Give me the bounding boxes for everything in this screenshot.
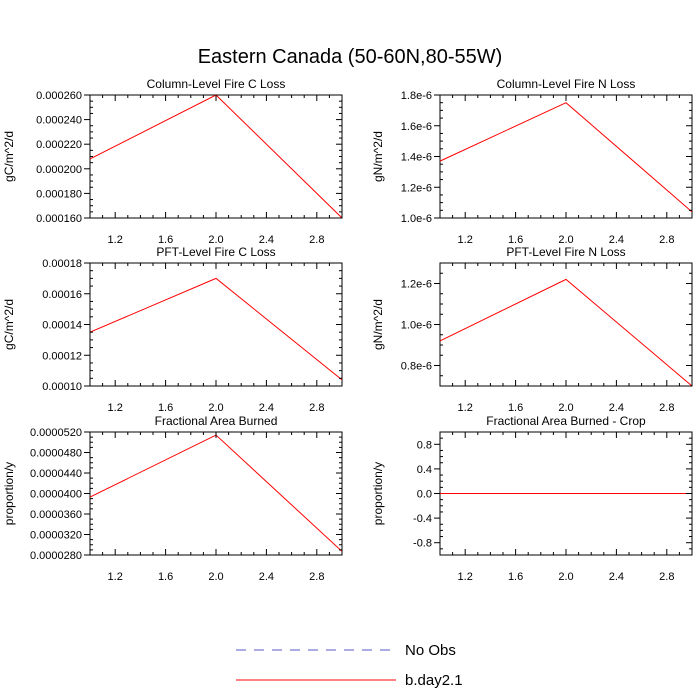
panel-title: Column-Level Fire N Loss (497, 77, 636, 91)
x-tick-label: 1.2 (458, 234, 473, 246)
chart-panel-5: Fractional Area Burned 1.2 1.6 2.0 2.4 2.8 0.0… (2, 414, 343, 583)
y-tick-label: 0.00018 (42, 258, 82, 270)
x-tick-label: 2.4 (259, 402, 274, 414)
y-tick-label: 0.0 (417, 489, 432, 501)
y-tick-label: 0.0000320 (30, 530, 82, 542)
x-tick-label: 2.8 (309, 234, 324, 246)
y-tick-label: 0.00016 (42, 289, 82, 301)
y-tick-label: 0.00010 (42, 381, 82, 393)
panel-title: Column-Level Fire C Loss (147, 77, 286, 91)
y-tick-label: 1.2e-6 (401, 182, 432, 194)
x-tick-label: 2.8 (659, 571, 674, 583)
series-line-1 (440, 278, 692, 386)
panel-title: PFT-Level Fire C Loss (156, 245, 275, 259)
x-tick-label: 2.8 (309, 571, 324, 583)
y-axis-label: gN/m^2/d (371, 131, 385, 182)
x-tick-label: 2.0 (558, 234, 573, 246)
y-tick-label: 1.8e-6 (401, 90, 432, 102)
legend-item-1: No Obs (236, 642, 456, 659)
y-tick-label: 0.000160 (36, 213, 82, 225)
y-tick-label: 0.0000440 (30, 468, 82, 480)
y-tick-label: 0.000180 (36, 188, 82, 200)
main-title: Eastern Canada (50-60N,80-55W) (198, 46, 503, 68)
y-tick-label: 1.4e-6 (401, 152, 432, 164)
panel-title: Fractional Area Burned (155, 414, 278, 428)
x-tick-label: 2.4 (609, 571, 624, 583)
x-tick-label: 1.6 (158, 234, 173, 246)
y-tick-label: 0.000200 (36, 164, 82, 176)
y-tick-label: 0.0000360 (30, 509, 82, 521)
y-axis-label: gC/m^2/d (2, 299, 16, 350)
series-line-1 (90, 277, 342, 381)
y-tick-label: 1.6e-6 (401, 121, 432, 133)
x-tick-label: 2.4 (609, 234, 624, 246)
x-tick-label: 2.0 (208, 402, 223, 414)
x-tick-label: 1.2 (108, 402, 123, 414)
x-tick-label: 2.8 (309, 402, 324, 414)
y-tick-label: 0.000260 (36, 90, 82, 102)
y-axis-label: proportion/y (2, 462, 16, 525)
y-tick-label: -0.4 (413, 513, 432, 525)
x-tick-label: 2.0 (208, 234, 223, 246)
x-tick-label: 2.4 (609, 402, 624, 414)
y-tick-label: 1.2e-6 (401, 279, 432, 291)
legend-label: No Obs (405, 642, 456, 659)
y-tick-label: 0.8e-6 (401, 361, 432, 373)
y-axis-label: gN/m^2/d (371, 299, 385, 350)
chart-panel-2: Column-Level Fire N Loss 1.2 1.6 2.0 2.4 2.8 1… (371, 77, 693, 246)
chart-panel-3: PFT-Level Fire C Loss 1.2 1.6 2.0 2.4 2.8 0.00… (2, 245, 343, 414)
x-tick-label: 1.2 (108, 571, 123, 583)
y-tick-label: 0.00012 (42, 350, 82, 362)
legend: No Obs b.day2.1 (236, 642, 463, 689)
x-tick-label: 1.2 (458, 402, 473, 414)
y-tick-label: 0.0000400 (30, 489, 82, 501)
panel-title: PFT-Level Fire N Loss (506, 245, 625, 259)
x-tick-label: 2.0 (558, 402, 573, 414)
x-tick-label: 1.2 (458, 571, 473, 583)
x-tick-label: 2.8 (659, 234, 674, 246)
y-tick-label: 0.4 (417, 464, 432, 476)
legend-item-2: b.day2.1 (236, 672, 463, 689)
x-tick-label: 1.6 (508, 571, 523, 583)
y-tick-label: 0.0000480 (30, 448, 82, 460)
x-tick-label: 1.6 (508, 402, 523, 414)
x-tick-label: 2.4 (259, 571, 274, 583)
y-tick-label: 0.000220 (36, 139, 82, 151)
y-tick-label: 0.00014 (42, 320, 82, 332)
y-axis-label: proportion/y (371, 462, 385, 525)
y-tick-label: 0.000240 (36, 115, 82, 127)
y-tick-label: 0.8 (417, 439, 432, 451)
y-tick-label: -0.8 (413, 538, 432, 550)
panels-group: Column-Level Fire C Loss 1.2 1.6 2.0 2.4 2.8 0… (2, 77, 693, 583)
y-axis-label: gC/m^2/d (2, 131, 16, 182)
y-tick-label: 1.0e-6 (401, 320, 432, 332)
x-tick-label: 1.6 (508, 234, 523, 246)
chart-panel-1: Column-Level Fire C Loss 1.2 1.6 2.0 2.4 2.8 0… (2, 77, 343, 246)
x-tick-label: 1.6 (158, 571, 173, 583)
x-tick-label: 2.8 (659, 402, 674, 414)
series-line-1 (440, 102, 692, 213)
x-tick-label: 1.6 (158, 402, 173, 414)
y-tick-label: 0.0000280 (30, 550, 82, 562)
y-tick-label: 0.0000520 (30, 427, 82, 439)
x-tick-label: 1.2 (108, 234, 123, 246)
series-line-1 (90, 95, 342, 218)
x-tick-label: 2.0 (208, 571, 223, 583)
chart-panel-6: Fractional Area Burned - Crop 1.2 1.6 2.0 2.… (371, 414, 693, 583)
y-tick-label: 1.0e-6 (401, 213, 432, 225)
x-tick-label: 2.4 (259, 234, 274, 246)
chart-panel-4: PFT-Level Fire N Loss 1.2 1.6 2.0 2.4 2.8 0.8e… (371, 245, 693, 414)
x-tick-label: 2.0 (558, 571, 573, 583)
panel-title: Fractional Area Burned - Crop (486, 414, 646, 428)
legend-label: b.day2.1 (405, 672, 463, 689)
